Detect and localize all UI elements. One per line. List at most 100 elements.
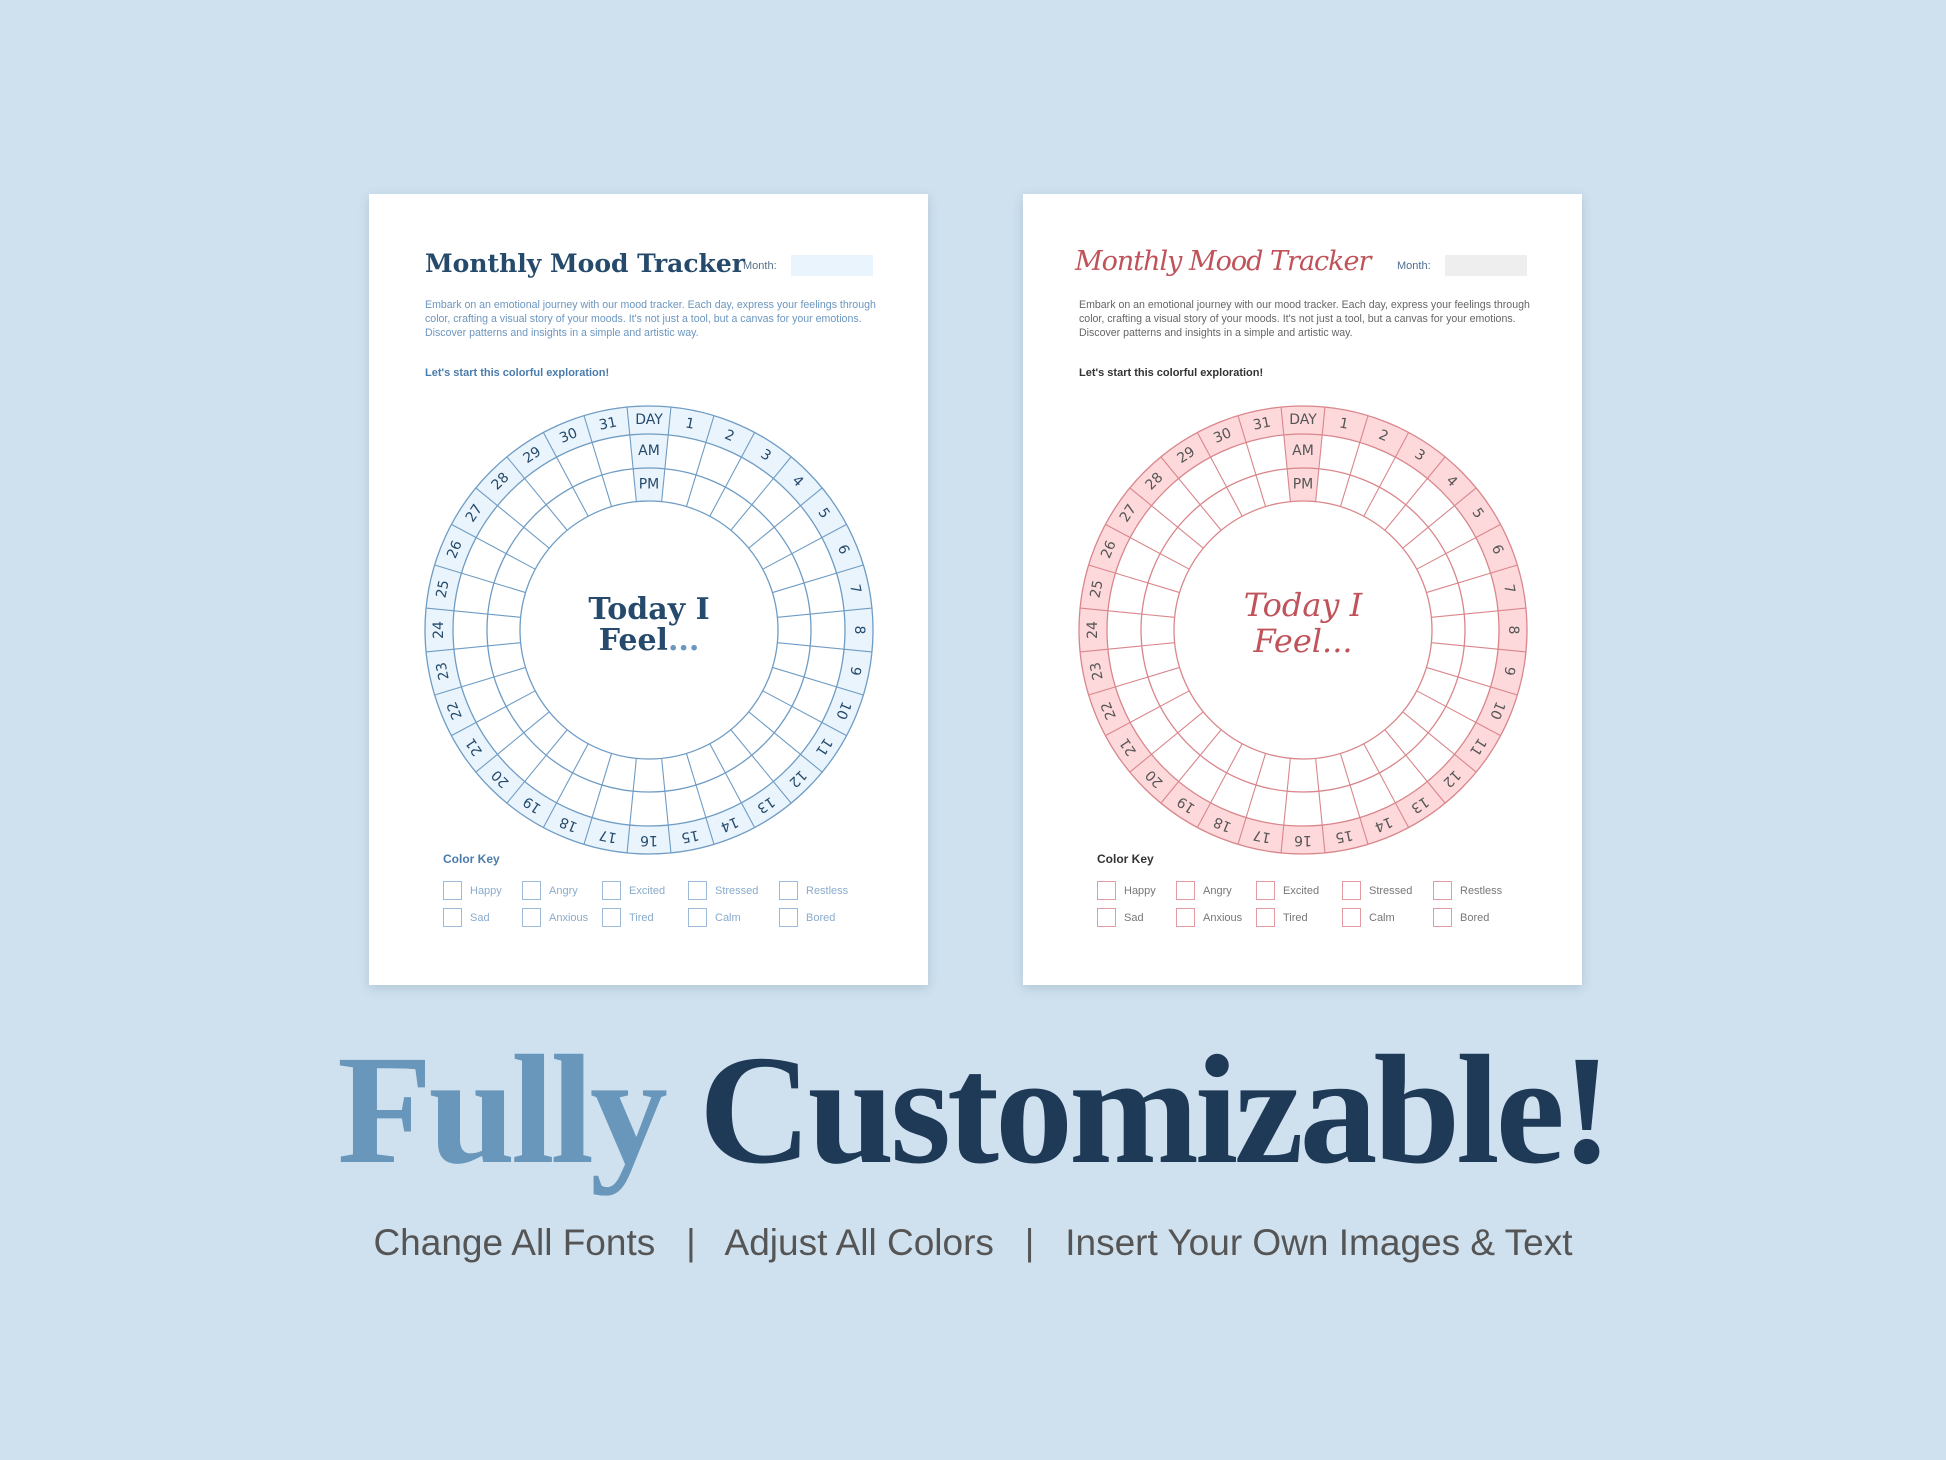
day-number-label: 7 bbox=[1500, 583, 1517, 595]
color-key-item-calm: Calm bbox=[688, 908, 741, 927]
day-label-cell bbox=[1105, 722, 1152, 773]
day-number-label: 30 bbox=[1211, 425, 1234, 447]
mood-label: Angry bbox=[1203, 884, 1232, 897]
color-swatch-checkbox[interactable] bbox=[779, 908, 798, 927]
color-swatch-checkbox[interactable] bbox=[602, 881, 621, 900]
day-label-cell bbox=[506, 432, 557, 479]
segment-divider bbox=[1280, 758, 1291, 853]
center-dots: ... bbox=[1322, 622, 1353, 660]
day-number-label: 22 bbox=[1098, 699, 1120, 722]
mood-label: Angry bbox=[549, 884, 578, 897]
color-swatch-checkbox[interactable] bbox=[688, 881, 707, 900]
color-swatch-checkbox[interactable] bbox=[522, 908, 541, 927]
color-swatch-checkbox[interactable] bbox=[1176, 908, 1195, 927]
segment-divider bbox=[1363, 743, 1410, 828]
ring-line bbox=[486, 467, 812, 793]
ring-line bbox=[452, 433, 846, 827]
day-number-label: 17 bbox=[1252, 826, 1273, 845]
segment-divider bbox=[685, 415, 715, 507]
color-swatch-checkbox[interactable] bbox=[1433, 908, 1452, 927]
mood-label: Happy bbox=[1124, 884, 1156, 897]
day-label-cell bbox=[844, 608, 873, 652]
color-swatch-checkbox[interactable] bbox=[1342, 881, 1361, 900]
segment-divider bbox=[1416, 523, 1501, 570]
segment-divider bbox=[730, 729, 792, 804]
day-label-cell bbox=[741, 781, 792, 828]
color-swatch-checkbox[interactable] bbox=[602, 908, 621, 927]
segment-divider bbox=[1339, 753, 1369, 845]
day-label-cell bbox=[1105, 487, 1152, 538]
day-label-cell bbox=[475, 456, 525, 506]
segment-divider bbox=[1080, 642, 1175, 653]
day-label-cell bbox=[425, 608, 454, 652]
day-number-label: 16 bbox=[1294, 832, 1312, 848]
color-swatch-checkbox[interactable] bbox=[1433, 881, 1452, 900]
day-label-cell bbox=[1427, 754, 1477, 804]
segment-divider bbox=[748, 711, 823, 773]
color-key-item-stressed: Stressed bbox=[688, 881, 758, 900]
day-label-cell bbox=[1359, 415, 1409, 458]
color-swatch-checkbox[interactable] bbox=[1342, 908, 1361, 927]
color-swatch-checkbox[interactable] bbox=[1256, 908, 1275, 927]
center-text: Today I Feel... bbox=[1203, 587, 1403, 659]
mood-tracker-page-red: Monthly Mood Tracker Month: Embark on an… bbox=[1023, 194, 1582, 985]
color-swatch-checkbox[interactable] bbox=[1176, 881, 1195, 900]
segment-divider bbox=[1105, 690, 1190, 737]
day-label-cell bbox=[426, 564, 462, 611]
day-label-cell bbox=[475, 754, 525, 804]
color-swatch-checkbox[interactable] bbox=[522, 881, 541, 900]
color-key-item-bored: Bored bbox=[779, 908, 835, 927]
segment-divider bbox=[1384, 456, 1446, 531]
color-key-item-happy: Happy bbox=[1097, 881, 1156, 900]
mood-label: Happy bbox=[470, 884, 502, 897]
color-swatch-checkbox[interactable] bbox=[688, 908, 707, 927]
color-swatch-checkbox[interactable] bbox=[443, 908, 462, 927]
color-swatch-checkbox[interactable] bbox=[1097, 908, 1116, 927]
segment-divider bbox=[730, 456, 792, 531]
mood-wheel: DAY 1234567891011121314151617181920212223… bbox=[424, 405, 874, 855]
segment-divider bbox=[1237, 415, 1267, 507]
color-swatch-checkbox[interactable] bbox=[443, 881, 462, 900]
mood-label: Tired bbox=[1283, 911, 1308, 924]
segment-divider bbox=[506, 456, 568, 531]
day-number-label: 9 bbox=[1500, 665, 1517, 677]
color-swatch-checkbox[interactable] bbox=[1256, 881, 1275, 900]
feature-images-text: Insert Your Own Images & Text bbox=[1065, 1222, 1573, 1263]
color-key-item-bored: Bored bbox=[1433, 908, 1489, 927]
segment-divider bbox=[451, 523, 536, 570]
mood-label: Excited bbox=[1283, 884, 1320, 897]
day-label-cell bbox=[1395, 432, 1446, 479]
ring-line bbox=[519, 500, 779, 760]
color-swatch-checkbox[interactable] bbox=[1097, 881, 1116, 900]
segment-divider bbox=[1426, 564, 1518, 594]
day-label-cell bbox=[583, 817, 630, 853]
mood-label: Restless bbox=[806, 884, 849, 897]
day-header-label: DAY bbox=[635, 412, 663, 428]
segment-divider bbox=[583, 415, 613, 507]
day-number-label: 23 bbox=[1087, 661, 1106, 682]
day-label-cell bbox=[741, 432, 792, 479]
month-field[interactable] bbox=[791, 255, 873, 276]
am-header-cell bbox=[1283, 434, 1323, 469]
day-label-cell bbox=[1080, 649, 1116, 696]
mood-label: Anxious bbox=[549, 911, 589, 924]
day-label-cell bbox=[451, 487, 498, 538]
day-label-cell bbox=[800, 722, 847, 773]
segment-divider bbox=[1363, 432, 1410, 517]
color-swatch-checkbox[interactable] bbox=[779, 881, 798, 900]
segment-divider bbox=[475, 487, 550, 549]
day-number-label: 26 bbox=[444, 538, 466, 561]
day-label-cell bbox=[1475, 524, 1518, 574]
headline: Fully Customizable! bbox=[0, 1030, 1946, 1190]
month-field[interactable] bbox=[1445, 255, 1527, 276]
day-label-cell bbox=[1080, 564, 1116, 611]
day-number-label: 31 bbox=[1252, 414, 1273, 433]
day-label-cell bbox=[627, 825, 671, 855]
segment-divider bbox=[626, 407, 637, 502]
segment-divider bbox=[1402, 487, 1477, 549]
segment-divider bbox=[1129, 487, 1204, 549]
color-key-item-anxious: Anxious bbox=[522, 908, 588, 927]
color-key-item-restless: Restless bbox=[779, 881, 848, 900]
day-number-label: 30 bbox=[557, 425, 580, 447]
segment-divider bbox=[1431, 607, 1526, 618]
